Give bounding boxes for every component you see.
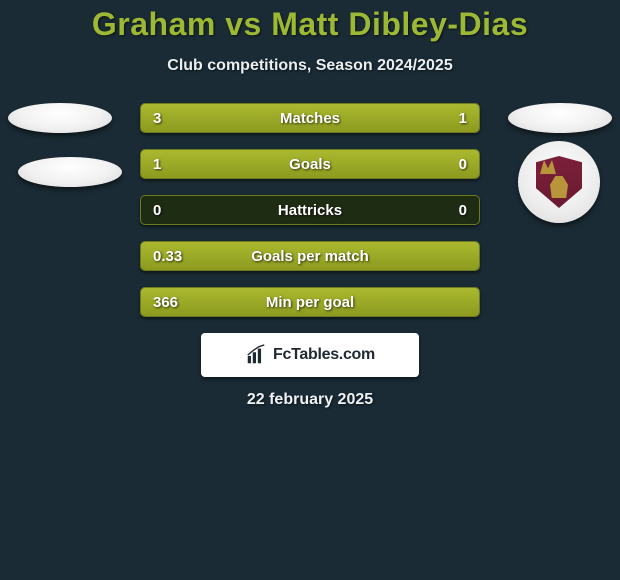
player-badge-left-2 <box>18 157 122 187</box>
page-subtitle: Club competitions, Season 2024/2025 <box>0 57 620 75</box>
snapshot-date: 22 february 2025 <box>0 391 620 409</box>
stat-row-hattricks: 0 Hattricks 0 <box>140 195 480 225</box>
bar-right <box>405 150 479 178</box>
stat-value-left: 0 <box>153 196 161 224</box>
stat-value-left: 1 <box>153 150 161 178</box>
brand-link[interactable]: FcTables.com <box>201 333 419 377</box>
stat-value-right: 0 <box>459 196 467 224</box>
bar-left <box>141 242 479 270</box>
stat-value-right: 0 <box>459 150 467 178</box>
stat-row-goals-per-match: 0.33 Goals per match <box>140 241 480 271</box>
bar-left <box>141 288 479 316</box>
club-crest-right <box>518 141 600 223</box>
player-badge-left-1 <box>8 103 112 133</box>
shield-icon <box>536 156 582 208</box>
stat-value-left: 0.33 <box>153 242 182 270</box>
player-badge-right-1 <box>508 103 612 133</box>
stats-section: 3 Matches 1 1 Goals 0 0 Hattricks 0 0.33… <box>0 103 620 317</box>
stat-row-matches: 3 Matches 1 <box>140 103 480 133</box>
brand-text: FcTables.com <box>273 346 375 364</box>
stat-value-left: 366 <box>153 288 178 316</box>
comparison-card: Graham vs Matt Dibley-Dias Club competit… <box>0 0 620 409</box>
bar-left <box>141 104 395 132</box>
stat-value-right: 1 <box>459 104 467 132</box>
stat-value-left: 3 <box>153 104 161 132</box>
stat-row-goals: 1 Goals 0 <box>140 149 480 179</box>
bar-left <box>141 150 405 178</box>
page-title: Graham vs Matt Dibley-Dias <box>0 6 620 43</box>
stat-label: Hattricks <box>141 196 479 224</box>
bar-chart-icon <box>245 344 267 366</box>
stat-row-min-per-goal: 366 Min per goal <box>140 287 480 317</box>
